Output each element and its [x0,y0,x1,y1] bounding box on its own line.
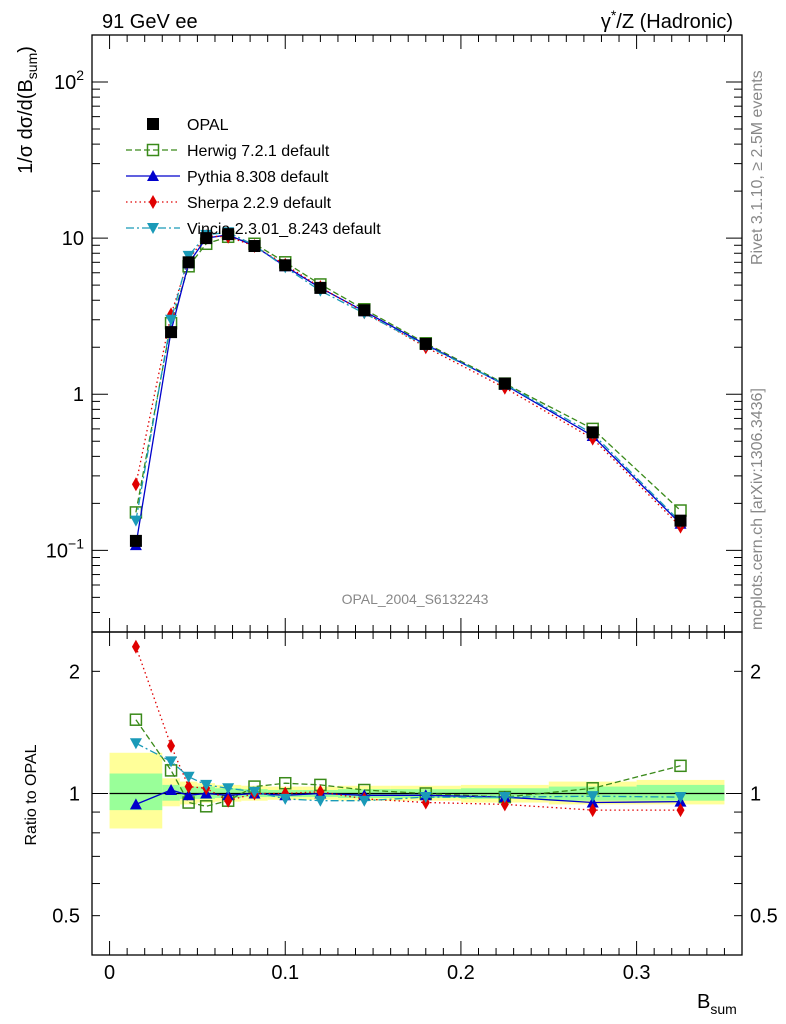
ratio-y-tick-label: 0.5 [52,906,80,928]
data-point-data [200,232,213,245]
ratio-point-sherpa [676,803,685,818]
ratio-y-axis-label: Ratio to OPAL [23,744,40,845]
header-right-label: γ*/Z (Hadronic) [601,7,733,33]
ratio-band-layer [109,752,725,829]
ratio-point-herwig [674,759,687,773]
x-tick-label: 0.3 [623,962,651,984]
ratio-point-vincia [248,786,261,798]
y-tick-label: 1 [73,384,84,406]
data-point-data [586,426,599,439]
ratio-series-vincia [129,738,687,807]
ratio-point-vincia [182,771,195,783]
legend-item-herwig: Herwig 7.2.1 default [126,143,330,160]
ratio-point-vincia [674,792,687,804]
ratio-point-vincia [279,793,292,805]
ratio-y-tick-label: 2 [69,661,80,683]
x-axis-label: Bsum [697,991,737,1017]
legend-label-sherpa: Sherpa 2.2.9 default [187,195,332,212]
legend-marker-sherpa [149,195,157,209]
header-left-label: 91 GeV ee [102,11,198,33]
ratio-point-sherpa [500,797,509,812]
legend-label-pythia: Pythia 8.308 default [187,169,329,186]
data-point-data [314,281,327,294]
series-line-herwig [135,236,681,513]
data-point-vincia [129,515,142,527]
ratio-point-vincia [129,738,142,750]
series-herwig [129,230,687,519]
ratio-point-vincia [358,795,371,807]
data-point-data [129,534,142,547]
y-tick-label: 10−1 [46,535,84,562]
series-pythia [129,228,687,551]
legend-marker-data [147,118,159,130]
data-point-data [498,377,511,390]
data-point-data [419,337,432,350]
x-tick-label: 0.1 [271,962,299,984]
ratio-y-tick-label-right: 2 [750,661,761,683]
legend-item-data: OPAL [147,117,229,134]
ratio-point-pythia [165,784,178,796]
series-vincia [129,227,687,528]
data-point-data [279,259,292,272]
y-tick-label: 10 [62,228,84,250]
ratio-point-pythia [129,798,142,810]
legend: OPAL Herwig 7.2.1 default Pythia 8.308 def… [126,117,381,238]
legend-marker-pythia [147,170,159,181]
data-point-data [182,256,195,269]
main-series-layer [129,227,687,551]
rivet-version-label: Rivet 3.1.10, ≥ 2.5M events [749,70,766,265]
ratio-y-tick-label: 1 [69,784,80,806]
ratio-point-vincia [419,792,432,804]
data-point-sherpa [131,477,140,492]
ratio-point-vincia [314,795,327,807]
ratio-point-sherpa [224,793,233,808]
legend-label-herwig: Herwig 7.2.1 default [187,143,330,160]
analysis-watermark: OPAL_2004_S6132243 [342,591,489,607]
data-point-vincia [165,314,178,326]
ratio-point-pythia [182,789,195,801]
series-line-sherpa [135,235,681,528]
legend-item-vincia: Vincia 2.3.01_8.243 default [126,221,381,238]
ratio-point-vincia [586,791,599,803]
legend-marker-herwig [146,143,160,157]
series-data [129,228,687,547]
mcplots-reference-label: mcplots.cern.ch [arXiv:1306.3436] [749,388,766,630]
ratio-series-layer [129,639,687,818]
ratio-point-herwig [199,800,213,813]
data-point-data [222,228,235,241]
axes-layer: 0 0.1 0.2 0.3 10−1 1 10 102 0.5 0.5 1 1 2 2 [46,34,778,984]
series-line-vincia [135,231,681,523]
y-tick-label: 102 [54,67,84,94]
main-y-axis-label: 1/σ dσ/d(Bsum) [15,46,40,174]
ratio-point-vincia [498,792,511,804]
legend-label-data: OPAL [187,117,229,134]
data-point-data [358,304,371,317]
ratio-point-sherpa [167,738,176,753]
series-sherpa [131,229,685,534]
legend-item-pythia: Pythia 8.308 default [126,169,329,186]
ratio-point-herwig [129,713,143,726]
ratio-point-vincia [200,779,213,791]
legend-label-vincia: Vincia 2.3.01_8.243 default [187,221,381,238]
ratio-y-tick-label-right: 1 [750,784,761,806]
legend-item-sherpa: Sherpa 2.2.9 default [126,195,332,212]
ratio-point-sherpa [316,784,325,799]
ratio-point-vincia [165,756,178,768]
data-point-data [248,240,261,253]
data-point-data [674,514,687,527]
data-point-data [165,326,178,339]
x-tick-label: 0.2 [447,962,475,984]
ratio-point-sherpa [184,779,193,794]
ratio-point-sherpa [588,803,597,818]
series-line-pythia [135,234,681,546]
ratio-point-vincia [222,783,235,795]
legend-marker-vincia [147,223,159,234]
x-tick-label: 0 [104,962,115,984]
ratio-point-sherpa [131,639,140,654]
ratio-y-tick-label-right: 0.5 [750,906,778,928]
